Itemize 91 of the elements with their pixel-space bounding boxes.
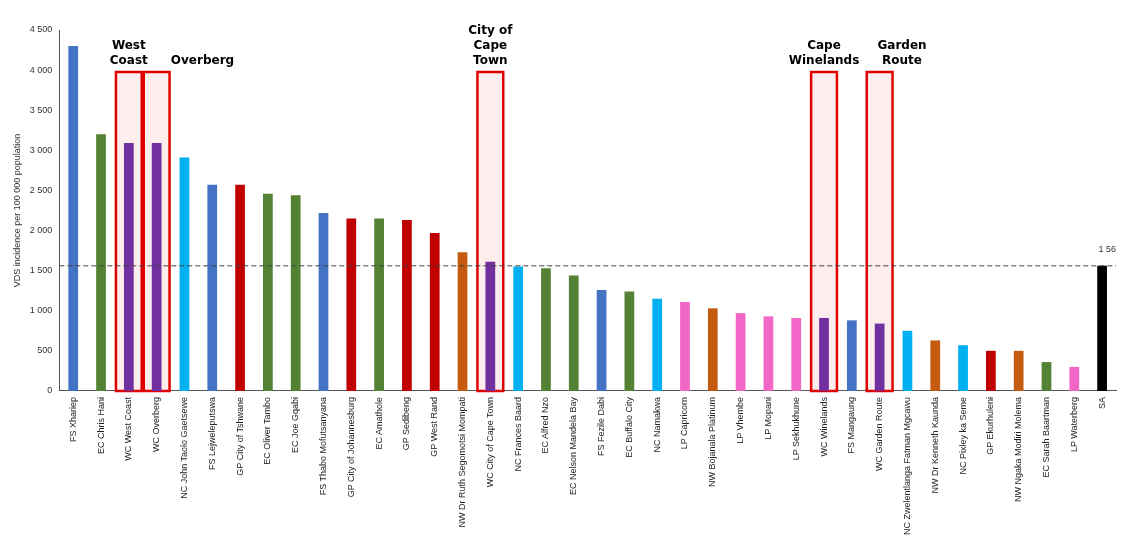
bar — [735, 313, 746, 391]
x-tick-label: WC Garden Route — [874, 396, 885, 471]
y-tick-label: 3 000 — [29, 144, 53, 155]
x-tick-label: GP City of Johannesburg — [345, 396, 356, 498]
y-tick-label: 1 500 — [29, 265, 53, 276]
bar — [346, 218, 357, 391]
x-tick-label: EC Chris Hani — [95, 396, 106, 454]
x-tick-label: NW Dr Kenneth Kaunda — [929, 396, 940, 494]
x-tick-label: GP Ekurhuleni — [985, 396, 996, 455]
bar — [596, 289, 607, 391]
y-tick-label: 3 500 — [29, 104, 53, 115]
x-tick-label: SA — [1096, 396, 1107, 409]
bar — [846, 320, 857, 391]
x-tick-label: EC Alfred Nzo — [540, 396, 551, 454]
bar — [457, 252, 468, 391]
y-tick-label: 4 000 — [29, 64, 53, 75]
x-tick-label: LP Sekhukhune — [790, 396, 801, 461]
bar — [1097, 265, 1107, 391]
x-tick-label: FS Lejweleputswa — [206, 396, 217, 470]
x-tick-label: NW Bojanala Platinum — [707, 396, 718, 487]
bar — [1013, 350, 1024, 391]
annotation: 1 56 — [1098, 243, 1117, 254]
bar — [263, 193, 273, 391]
y-tick-label: 500 — [37, 345, 53, 356]
x-tick-label: EC Nelson Mandela Bay — [568, 396, 579, 495]
bar — [958, 345, 968, 391]
x-tick-label: NC Zwelentlanga Fatman Mgcawu — [901, 396, 912, 535]
band-label: Cape Winelands — [788, 38, 861, 68]
bar — [429, 232, 440, 391]
bar — [235, 184, 245, 391]
bar — [652, 298, 663, 391]
x-tick-label: LP Vhembe — [735, 396, 746, 444]
bar — [1041, 362, 1052, 391]
bar — [68, 46, 79, 391]
bar — [930, 340, 941, 391]
band-label: Garden Route — [876, 38, 928, 68]
bar — [318, 212, 329, 391]
band-label: City of Cape Town — [467, 23, 514, 68]
bar — [207, 184, 218, 391]
x-tick-label: LP Capricorn — [679, 396, 690, 450]
x-tick-label: EC Amathole — [373, 396, 384, 450]
y-tick-label: 0 — [47, 385, 53, 396]
x-tick-label: LP Waterberg — [1068, 396, 1079, 452]
band-label: Overberg — [170, 53, 235, 68]
bar — [402, 220, 412, 391]
x-tick-label: EC Joe Gqabi — [290, 396, 301, 453]
x-tick-label: WC Winelands — [818, 396, 829, 457]
x-tick-label: NW Dr Ruth Segomotsi Mompati — [457, 396, 468, 528]
x-tick-label: EC Oliver Tambo — [262, 396, 273, 465]
bar — [290, 195, 301, 391]
x-tick-label: FS Xhariep — [67, 396, 78, 442]
bar — [624, 291, 635, 391]
bar — [568, 275, 579, 391]
x-tick-label: WC City of Cape Town — [484, 396, 495, 488]
bar — [763, 316, 774, 391]
x-tick-label: EC Buffalo City — [623, 396, 634, 458]
bar — [541, 268, 551, 391]
bar — [819, 317, 829, 391]
bar — [1069, 366, 1080, 391]
bar — [179, 157, 190, 391]
bar — [680, 301, 690, 391]
x-tick-label: EC Sarah Baartman — [1040, 396, 1051, 478]
bar — [874, 323, 885, 391]
x-tick-label: FS Mangaung — [846, 396, 857, 454]
bar — [374, 218, 384, 391]
y-tick-label: 2 500 — [29, 184, 53, 195]
x-tick-label: LP Mopani — [762, 396, 773, 440]
bar — [513, 266, 524, 391]
bar — [96, 134, 106, 391]
x-tick-label: NC John Taolo Gaetsewe — [178, 396, 189, 499]
bar — [986, 350, 996, 391]
band-label: West Coast — [108, 38, 149, 68]
x-tick-label: GP City of Tshwane — [234, 396, 245, 476]
bar — [791, 317, 802, 391]
x-tick-label: GP Sedibeng — [401, 396, 412, 451]
x-tick-label: FS Fezile Dabi — [596, 396, 607, 456]
y-tick-label: 2 000 — [29, 225, 53, 236]
bar — [902, 330, 913, 391]
y-axis-title: VDS incidence per 100 000 population — [11, 133, 22, 288]
x-tick-label: NW Ngaka Modiri Molema — [1013, 396, 1024, 502]
x-tick-label: GP West Rand — [429, 396, 440, 457]
x-tick-label: WC West Coast — [123, 396, 134, 461]
x-tick-label: NC Frances Baard — [512, 396, 523, 472]
x-tick-label: NC Namakwa — [651, 396, 662, 453]
y-tick-label: 4 500 — [29, 24, 53, 35]
y-tick-label: 1 000 — [29, 305, 53, 316]
bar — [485, 261, 496, 391]
bar — [707, 308, 718, 391]
x-tick-label: WC Overberg — [151, 396, 162, 452]
x-tick-label: FS Thabo Mofutsanyana — [317, 396, 328, 496]
x-tick-label: NC Pixley ka Seme — [957, 396, 968, 475]
